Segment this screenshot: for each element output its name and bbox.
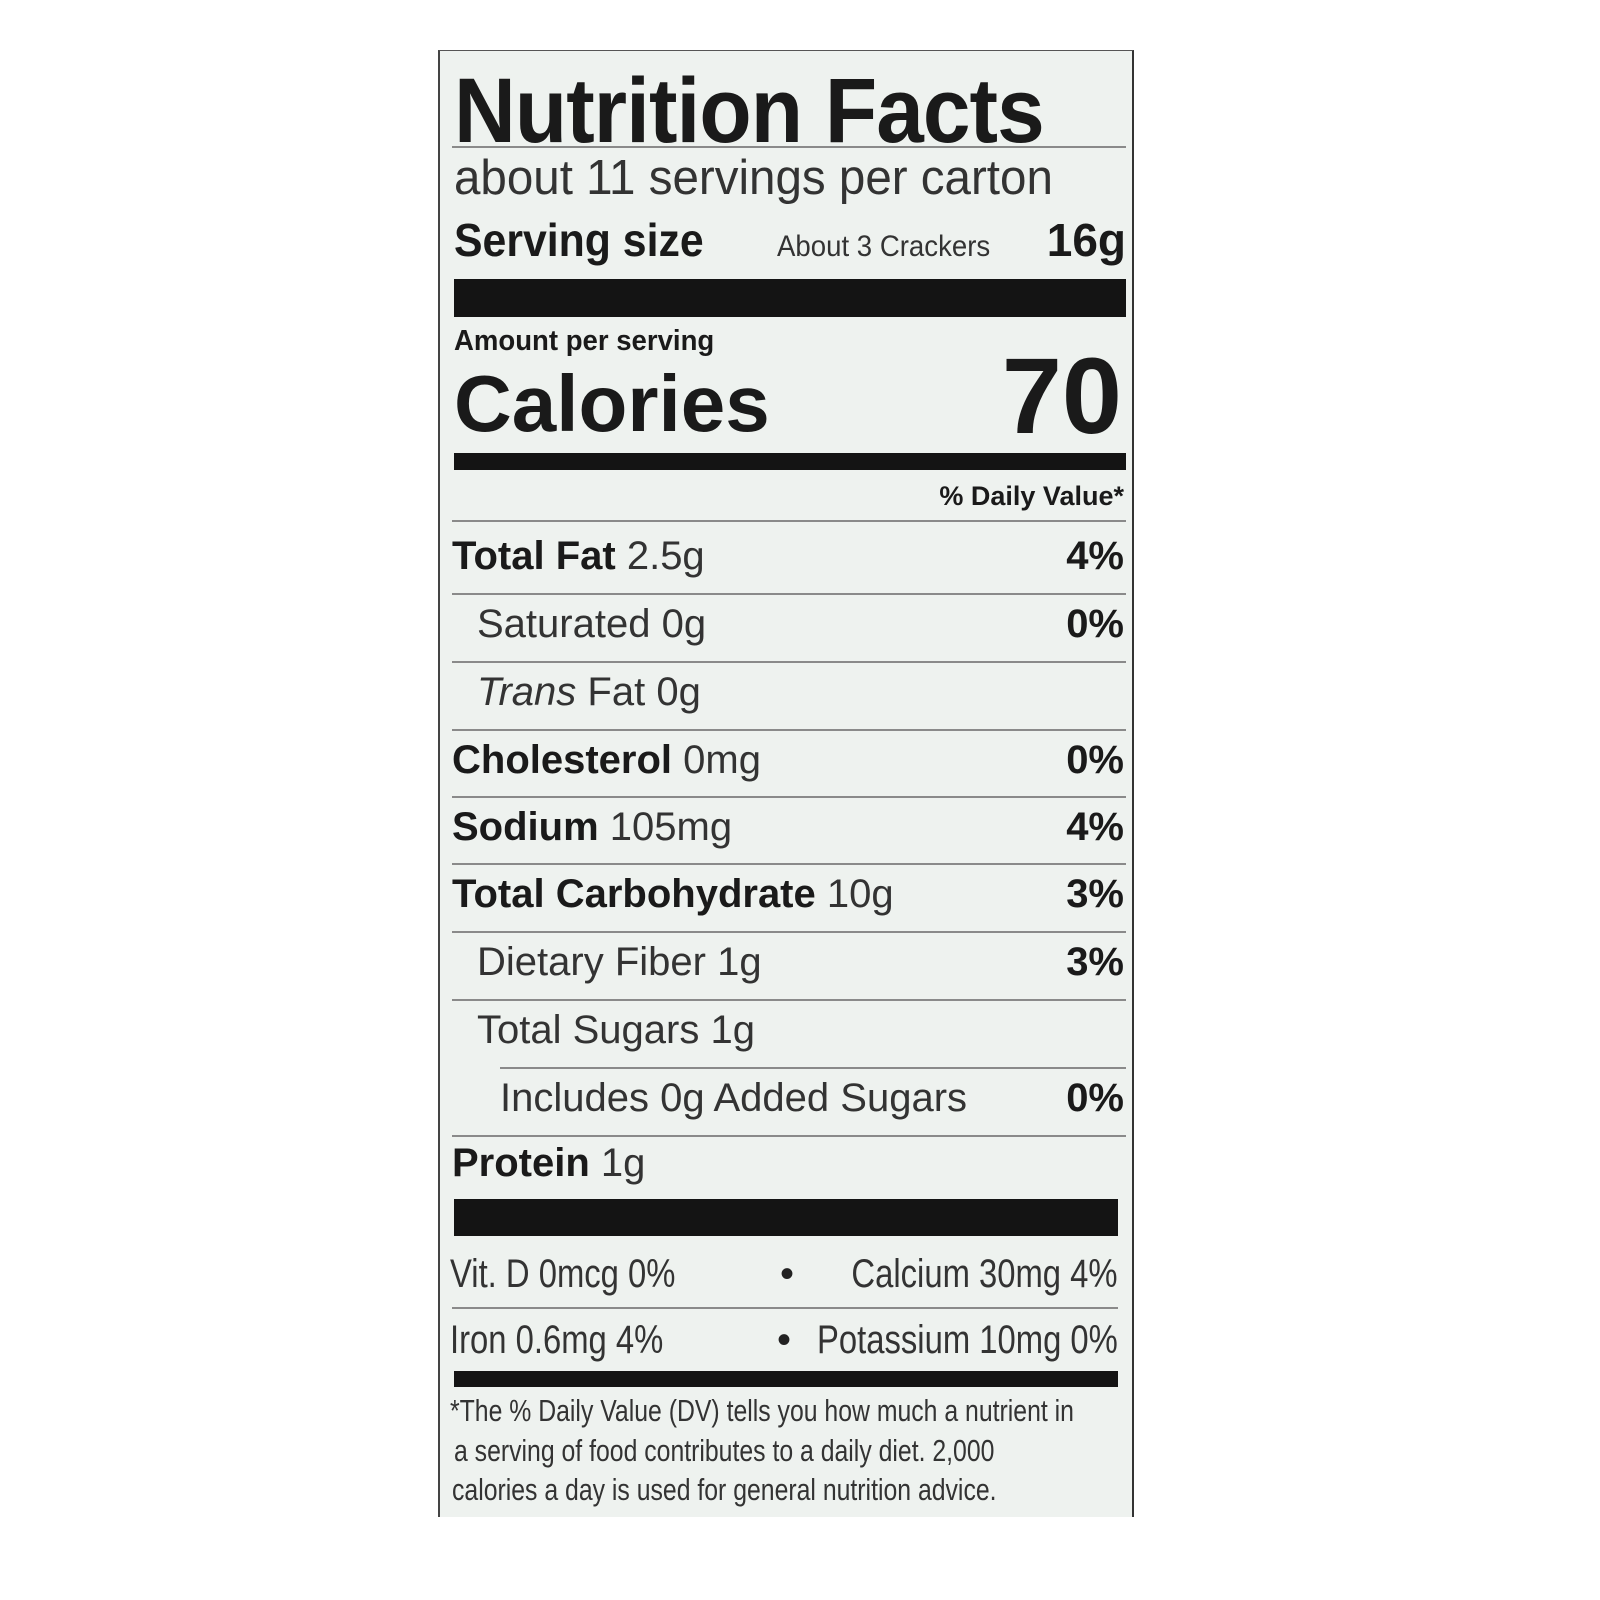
divider <box>500 1067 1126 1069</box>
nutrient-amount: 1g <box>710 1008 755 1052</box>
nutrient-dv: 0% <box>1066 602 1124 646</box>
nutrient-row-total-carbohydrate: Total Carbohydrate 10g 3% <box>452 864 1124 924</box>
divider <box>452 593 1126 595</box>
nutrient-row-dietary-fiber: Dietary Fiber 1g 3% <box>452 932 1124 992</box>
nutrient-amount: 0mg <box>683 738 761 782</box>
divider <box>452 520 1126 522</box>
calories-label: Calories <box>454 359 770 448</box>
bullet-icon: • <box>777 1318 792 1362</box>
nutrient-row-sodium: Sodium 105mg 4% <box>452 797 1124 857</box>
nutrient-name: Cholesterol <box>452 738 673 782</box>
serving-size-label: Serving size <box>454 214 704 266</box>
nutrient-name: Trans <box>477 670 577 714</box>
nutrient-dv: 4% <box>1066 805 1124 849</box>
nutrient-name-suffix: Fat <box>587 670 646 714</box>
potassium: Potassium 10mg 0% <box>817 1318 1118 1362</box>
divider <box>452 863 1126 865</box>
footnote-line: calories a day is used for general nutri… <box>452 1472 1133 1508</box>
nutrient-name: Total Sugars <box>477 1008 700 1052</box>
nutrient-name: Total Fat <box>452 534 616 578</box>
servings-per-container: about 11 servings per carton <box>454 151 1053 205</box>
nutrient-dv: 3% <box>1066 872 1124 916</box>
nutrient-amount: 0g <box>661 602 707 646</box>
thick-divider <box>454 1199 1118 1236</box>
nutrient-dv: 0% <box>1066 738 1124 782</box>
nutrient-amount: 1g <box>600 1141 646 1185</box>
footnote-text: a serving of food contributes to a daily… <box>454 1433 995 1468</box>
serving-size-description: About 3 Crackers <box>777 230 991 263</box>
footnote-line: a serving of food contributes to a daily… <box>454 1433 1130 1469</box>
footnote-text: *The % Daily Value (DV) tells you how mu… <box>450 1393 1074 1428</box>
nutrient-name: Sodium <box>452 805 599 849</box>
nutrient-amount: 2.5g <box>626 534 705 578</box>
nutrient-row-added-sugars: Includes 0g Added Sugars 0% <box>452 1068 1124 1128</box>
label-title: Nutrition Facts <box>454 60 1045 162</box>
bullet-icon: • <box>780 1252 795 1296</box>
nutrient-row-total-sugars: Total Sugars 1g <box>452 1000 1124 1060</box>
nutrition-facts-label: Nutrition Facts about 11 servings per ca… <box>438 50 1134 1517</box>
amount-per-serving: Amount per serving <box>454 325 715 357</box>
nutrient-dv: 0% <box>1066 1076 1124 1120</box>
divider <box>452 796 1126 798</box>
nutrient-amount: 10g <box>826 872 894 916</box>
vitamin-d: Vit. D 0mcg 0% <box>450 1252 676 1296</box>
nutrient-amount: 0g <box>656 670 701 714</box>
nutrient-row-cholesterol: Cholesterol 0mg 0% <box>452 730 1124 790</box>
nutrient-dv: 3% <box>1066 940 1124 984</box>
vitamin-row: Vit. D 0mcg 0% • Calcium 30mg 4% <box>450 1249 1118 1299</box>
divider <box>452 661 1126 663</box>
nutrient-dv: 4% <box>1066 534 1124 578</box>
medium-divider <box>454 453 1126 470</box>
divider <box>452 999 1126 1001</box>
nutrient-name: Protein <box>452 1141 590 1185</box>
calcium: Calcium 30mg 4% <box>851 1252 1118 1296</box>
divider <box>452 146 1126 148</box>
nutrient-row-trans-fat: Trans Fat 0g <box>452 662 1124 722</box>
iron: Iron 0.6mg 4% <box>450 1318 664 1362</box>
nutrient-row-saturated-fat: Saturated 0g 0% <box>452 594 1124 654</box>
medium-divider <box>454 1371 1118 1387</box>
nutrient-name: Total Carbohydrate <box>452 872 816 916</box>
nutrient-row-total-fat: Total Fat 2.5g 4% <box>452 526 1124 586</box>
nutrient-amount: 105mg <box>609 805 733 849</box>
footnote-line: *The % Daily Value (DV) tells you how mu… <box>450 1393 1230 1429</box>
nutrient-name: Includes 0g Added Sugars <box>500 1076 968 1120</box>
nutrient-name: Dietary Fiber <box>477 940 706 984</box>
daily-value-header: % Daily Value* <box>939 481 1124 511</box>
vitamin-row: Iron 0.6mg 4% • Potassium 10mg 0% <box>450 1315 1118 1365</box>
footnote-text: calories a day is used for general nutri… <box>452 1472 997 1507</box>
calories-value: 70 <box>1001 335 1122 456</box>
divider <box>452 1307 1118 1309</box>
divider <box>452 729 1126 731</box>
thick-divider <box>454 279 1126 317</box>
divider <box>452 931 1126 933</box>
divider <box>452 1135 1126 1137</box>
nutrient-name: Saturated <box>477 602 651 646</box>
nutrient-row-protein: Protein 1g <box>452 1133 1124 1193</box>
nutrient-amount: 1g <box>717 940 762 984</box>
serving-size-amount: 16g <box>1046 214 1126 266</box>
